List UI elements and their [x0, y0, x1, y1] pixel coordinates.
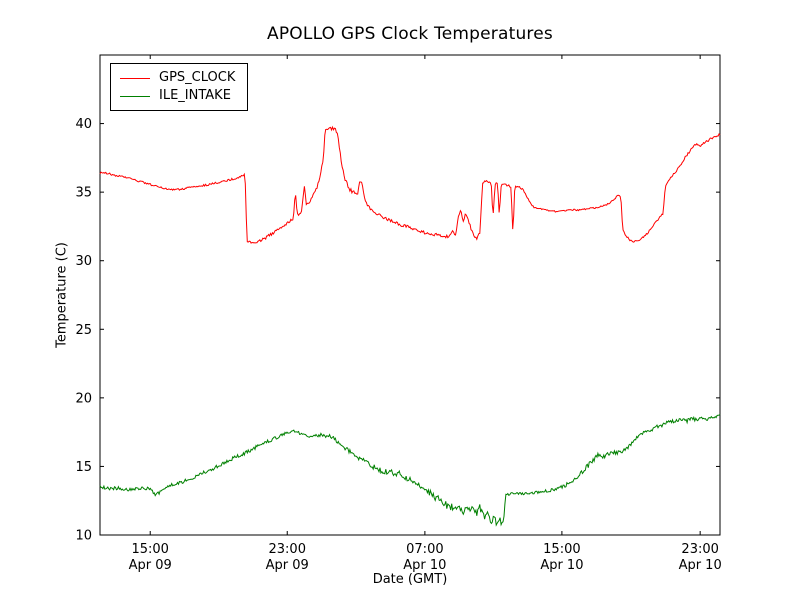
- x-tick-date: Apr 10: [679, 558, 722, 573]
- series-line-gps_clock: [99, 125, 721, 244]
- axes-frame: [99, 54, 721, 536]
- legend-line-sample-gps-clock: [120, 77, 150, 79]
- y-tick-label: 25: [75, 323, 92, 338]
- legend-line-sample-ile-intake: [120, 95, 150, 97]
- y-tick-label: 35: [75, 186, 92, 201]
- x-axis-label: Date (GMT): [372, 572, 448, 587]
- x-tick-date: Apr 10: [540, 558, 583, 573]
- legend: GPS_CLOCK ILE_INTAKE: [110, 63, 249, 111]
- legend-label-gps-clock: GPS_CLOCK: [159, 70, 236, 85]
- x-tick-time: 15:00: [131, 542, 168, 557]
- x-tick-date: Apr 10: [403, 558, 446, 573]
- x-tick-date: Apr 09: [266, 558, 309, 573]
- legend-label-ile-intake: ILE_INTAKE: [159, 88, 231, 103]
- series-line-ile_intake: [99, 414, 721, 527]
- y-tick-label: 10: [75, 529, 92, 544]
- x-tick-time: 23:00: [269, 542, 306, 557]
- y-tick-label: 15: [75, 460, 92, 475]
- legend-item-gps-clock: GPS_CLOCK: [120, 69, 235, 87]
- y-tick-label: 20: [75, 391, 92, 406]
- y-axis-label: Temperature (C): [54, 242, 70, 348]
- x-tick-time: 23:00: [681, 542, 718, 557]
- y-tick-label: 40: [75, 117, 92, 132]
- legend-item-ile-intake: ILE_INTAKE: [120, 87, 235, 105]
- x-tick-date: Apr 09: [129, 558, 172, 573]
- y-tick-label: 30: [75, 254, 92, 269]
- x-tick-time: 15:00: [543, 542, 580, 557]
- x-tick-time: 07:00: [406, 542, 443, 557]
- chart-title: APOLLO GPS Clock Temperatures: [267, 24, 553, 44]
